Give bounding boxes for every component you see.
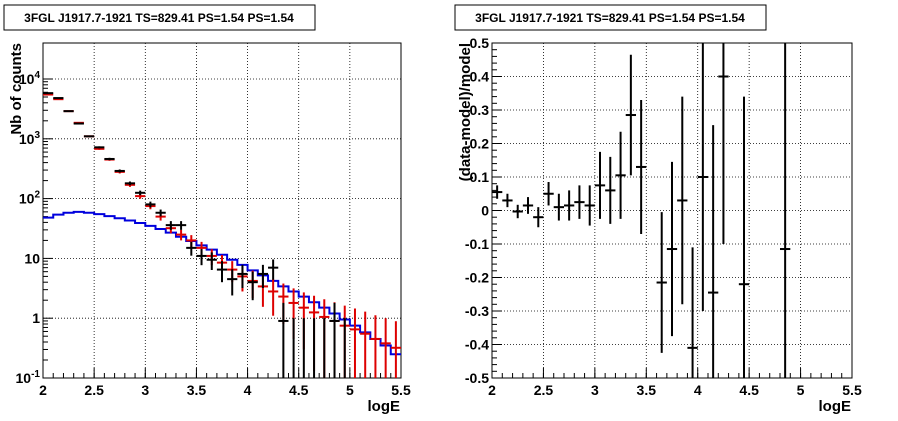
counts-chart: 2 2.5 3 3.5 4 4.5 5 5.5 10-1 1 10 102 103 104 3FGL J19… xyxy=(3,4,411,415)
plot-frame xyxy=(42,42,402,379)
chart-title: 3FGL J1917.7-1921 TS=829.41 PS=1.54 PS=1… xyxy=(24,11,294,25)
y-tick-label: 0.3 xyxy=(470,102,490,118)
x-tick-label: 5.5 xyxy=(391,382,411,398)
y-tick-label: 0.1 xyxy=(470,169,490,185)
title-box xyxy=(3,4,316,31)
x-tick-label: 4.5 xyxy=(739,382,759,398)
y-tick-label: -0.3 xyxy=(465,303,489,319)
chart-title: 3FGL J1917.7-1921 TS=829.41 PS=1.54 PS=1… xyxy=(475,11,745,25)
y-tick-label: 10-1 xyxy=(16,369,41,386)
y-tick-label: 104 xyxy=(19,70,41,87)
x-tick-label: 3.5 xyxy=(637,382,657,398)
x-tick-label: 4.5 xyxy=(289,382,309,398)
x-axis-label: logE xyxy=(368,398,401,415)
residuals-chart: 2 2.5 3 3.5 4 4.5 5 5.5 -0.5 -0.4 -0.3 -0.2 -0.1 0 0.1… xyxy=(454,4,862,415)
y-tick-label: 0.5 xyxy=(470,35,490,51)
y-tick-label: 102 xyxy=(19,190,41,207)
x-tick-label: 2 xyxy=(39,382,47,398)
y-tick-label: -0.2 xyxy=(465,270,489,286)
y-tick-label: -0.5 xyxy=(465,370,489,386)
x-tick-label: 4 xyxy=(244,382,252,398)
x-tick-label: 3 xyxy=(591,382,599,398)
y-axis-label: Nb of counts xyxy=(8,43,25,135)
y-tick-label: -0.4 xyxy=(465,337,489,353)
x-tick-label: 2.5 xyxy=(84,382,104,398)
x-tick-label: 5.5 xyxy=(842,382,862,398)
title-box xyxy=(454,4,767,31)
y-tick-label: 103 xyxy=(19,130,41,147)
model-histogram-line xyxy=(43,210,401,356)
y-tick-label: 1 xyxy=(32,310,40,326)
y-tick-label: 10 xyxy=(24,250,40,266)
y-tick-label: -0.1 xyxy=(465,236,489,252)
x-tick-label: 3 xyxy=(141,382,149,398)
x-tick-label: 4 xyxy=(694,382,702,398)
y-tick-label: 0.4 xyxy=(470,69,490,85)
y-axis-label: (data-model)/model xyxy=(457,43,474,181)
y-tick-label: 0 xyxy=(481,203,489,219)
x-axis-label: logE xyxy=(819,398,852,415)
y-tick-label: 0.2 xyxy=(470,136,490,152)
x-tick-label: 5 xyxy=(346,382,354,398)
x-tick-label: 5 xyxy=(797,382,805,398)
x-tick-label: 2 xyxy=(488,382,496,398)
x-tick-label: 3.5 xyxy=(187,382,207,398)
x-tick-label: 2.5 xyxy=(534,382,554,398)
